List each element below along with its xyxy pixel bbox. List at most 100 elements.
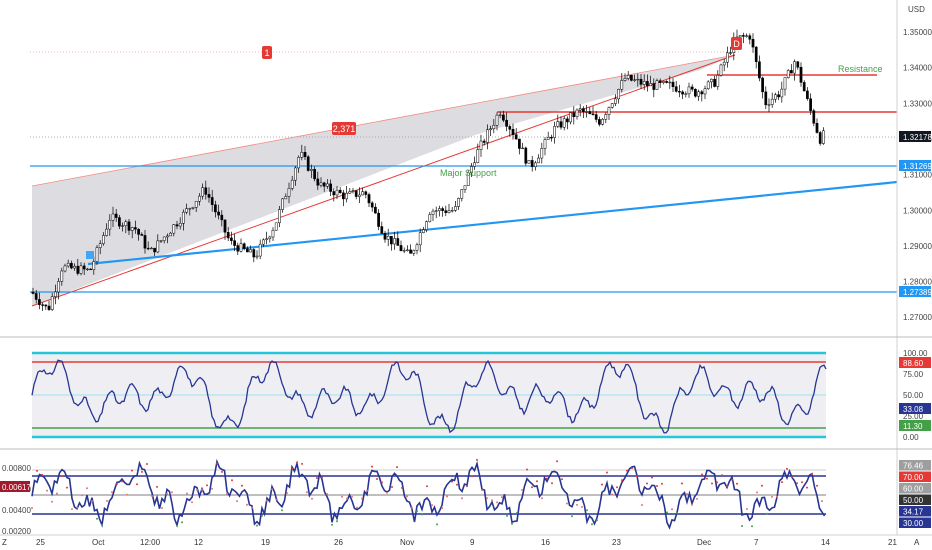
candle-body [303,152,307,158]
candle-body [438,208,441,211]
candle-body [812,110,816,124]
candle-body [377,212,380,227]
candle-body [114,213,118,218]
last-price-tag-bg [899,131,931,142]
candle-body [111,213,115,221]
marker-1[interactable]: 1 [262,46,272,59]
candle-body [294,167,297,181]
candle-body [262,239,265,245]
candle-body [188,208,192,210]
candle-body [34,293,38,300]
lower-dot [171,491,173,494]
candle-body [178,222,182,227]
lower-left-tag-bg [0,481,30,492]
candle-body [572,112,576,117]
lower-left-current-tag: 0.00617 [0,481,31,492]
candle-body [601,119,604,125]
lower-dot [601,483,603,486]
candle-body [63,265,67,272]
oscillator-panel[interactable]: 100.00 75.00 50.00 25.00 0.00 88.60 33.08 11… [31,349,931,442]
lower-indicator-line [31,458,826,530]
candle-body [799,66,803,83]
candle-body [722,61,726,66]
marker-d[interactable]: D [731,37,742,50]
candle-body [726,52,729,63]
candle-body [268,236,272,240]
price-axis[interactable]: USD 1.350001.340001.330001.320001.310001… [896,0,932,535]
price-panel[interactable]: 1 D 2,371 Resistance Major Support [0,0,898,335]
candle-body [201,187,204,197]
candle-body [495,114,499,126]
candle-body [764,91,768,106]
lower-dot [756,491,758,494]
candle-body [678,91,681,93]
marker-2371[interactable]: 2,371 [332,122,356,135]
lower-dot [266,499,268,502]
lower-dot [616,486,618,489]
lower-dot [796,482,798,485]
candle-body [290,179,294,189]
candle-body [697,91,700,97]
candle-body [297,157,300,169]
time-axis-corner-left[interactable]: Z [2,538,7,547]
candle-body [809,98,812,111]
anchor-point-marker[interactable] [86,251,94,259]
candle-body [566,118,569,123]
lower-dot [471,475,473,478]
lower-dot [236,500,238,503]
lower-dot [401,486,403,489]
lower-dot [271,488,273,491]
candle-body [470,166,473,173]
candle-body [770,98,774,105]
candle-body [546,137,550,140]
candle-body [415,244,419,251]
lower-dot [251,506,253,509]
candle-body [124,221,128,226]
candle-body [134,227,137,230]
lower-dot [361,497,363,500]
candle-body [130,227,134,231]
lower-dot [336,520,338,523]
candle-body [92,261,96,270]
lower-dot [451,480,453,483]
candle-body [777,94,780,98]
lower-dot [36,469,38,472]
lower-dot [386,491,388,494]
lower-dot [371,465,373,468]
candle-body [108,219,112,230]
time-axis[interactable]: Z A 25 Oct 12:00 12 19 26 Nov 9 16 23 Dec 7 14 21 [0,534,932,547]
candle-body [137,228,140,235]
lower-right-tag-0: 76.46 [903,462,924,471]
lower-dot [541,497,543,500]
osc-tick-1: 75.00 [903,370,924,379]
date-label-7: 9 [470,538,475,547]
candle-body [684,93,688,95]
lower-dot [166,492,168,495]
lower-right-tag-1: 70.00 [903,473,924,482]
candle-body [614,98,617,104]
candle-body [748,35,752,40]
lower-dot [461,497,463,500]
lower-left-tag-text: 0.00617 [2,483,31,492]
time-axis-corner-right[interactable]: A [914,538,920,547]
candle-body [406,249,409,251]
lower-dot [416,510,418,513]
date-label-13: 21 [888,538,897,547]
lower-dot [301,462,303,465]
candle-body [322,182,326,187]
candle-body [466,172,470,186]
candle-body [300,152,304,158]
candle-body [710,78,713,83]
lower-dot [466,485,468,488]
candle-body [802,82,806,92]
candle-body [60,270,64,282]
date-label-12: 14 [821,538,830,547]
candle-body [121,225,124,227]
candle-body [604,114,608,120]
candle-body [674,86,678,92]
lower-dot [366,489,368,492]
lower-dot [136,483,138,486]
candle-body [252,249,256,258]
candle-body [428,214,432,222]
